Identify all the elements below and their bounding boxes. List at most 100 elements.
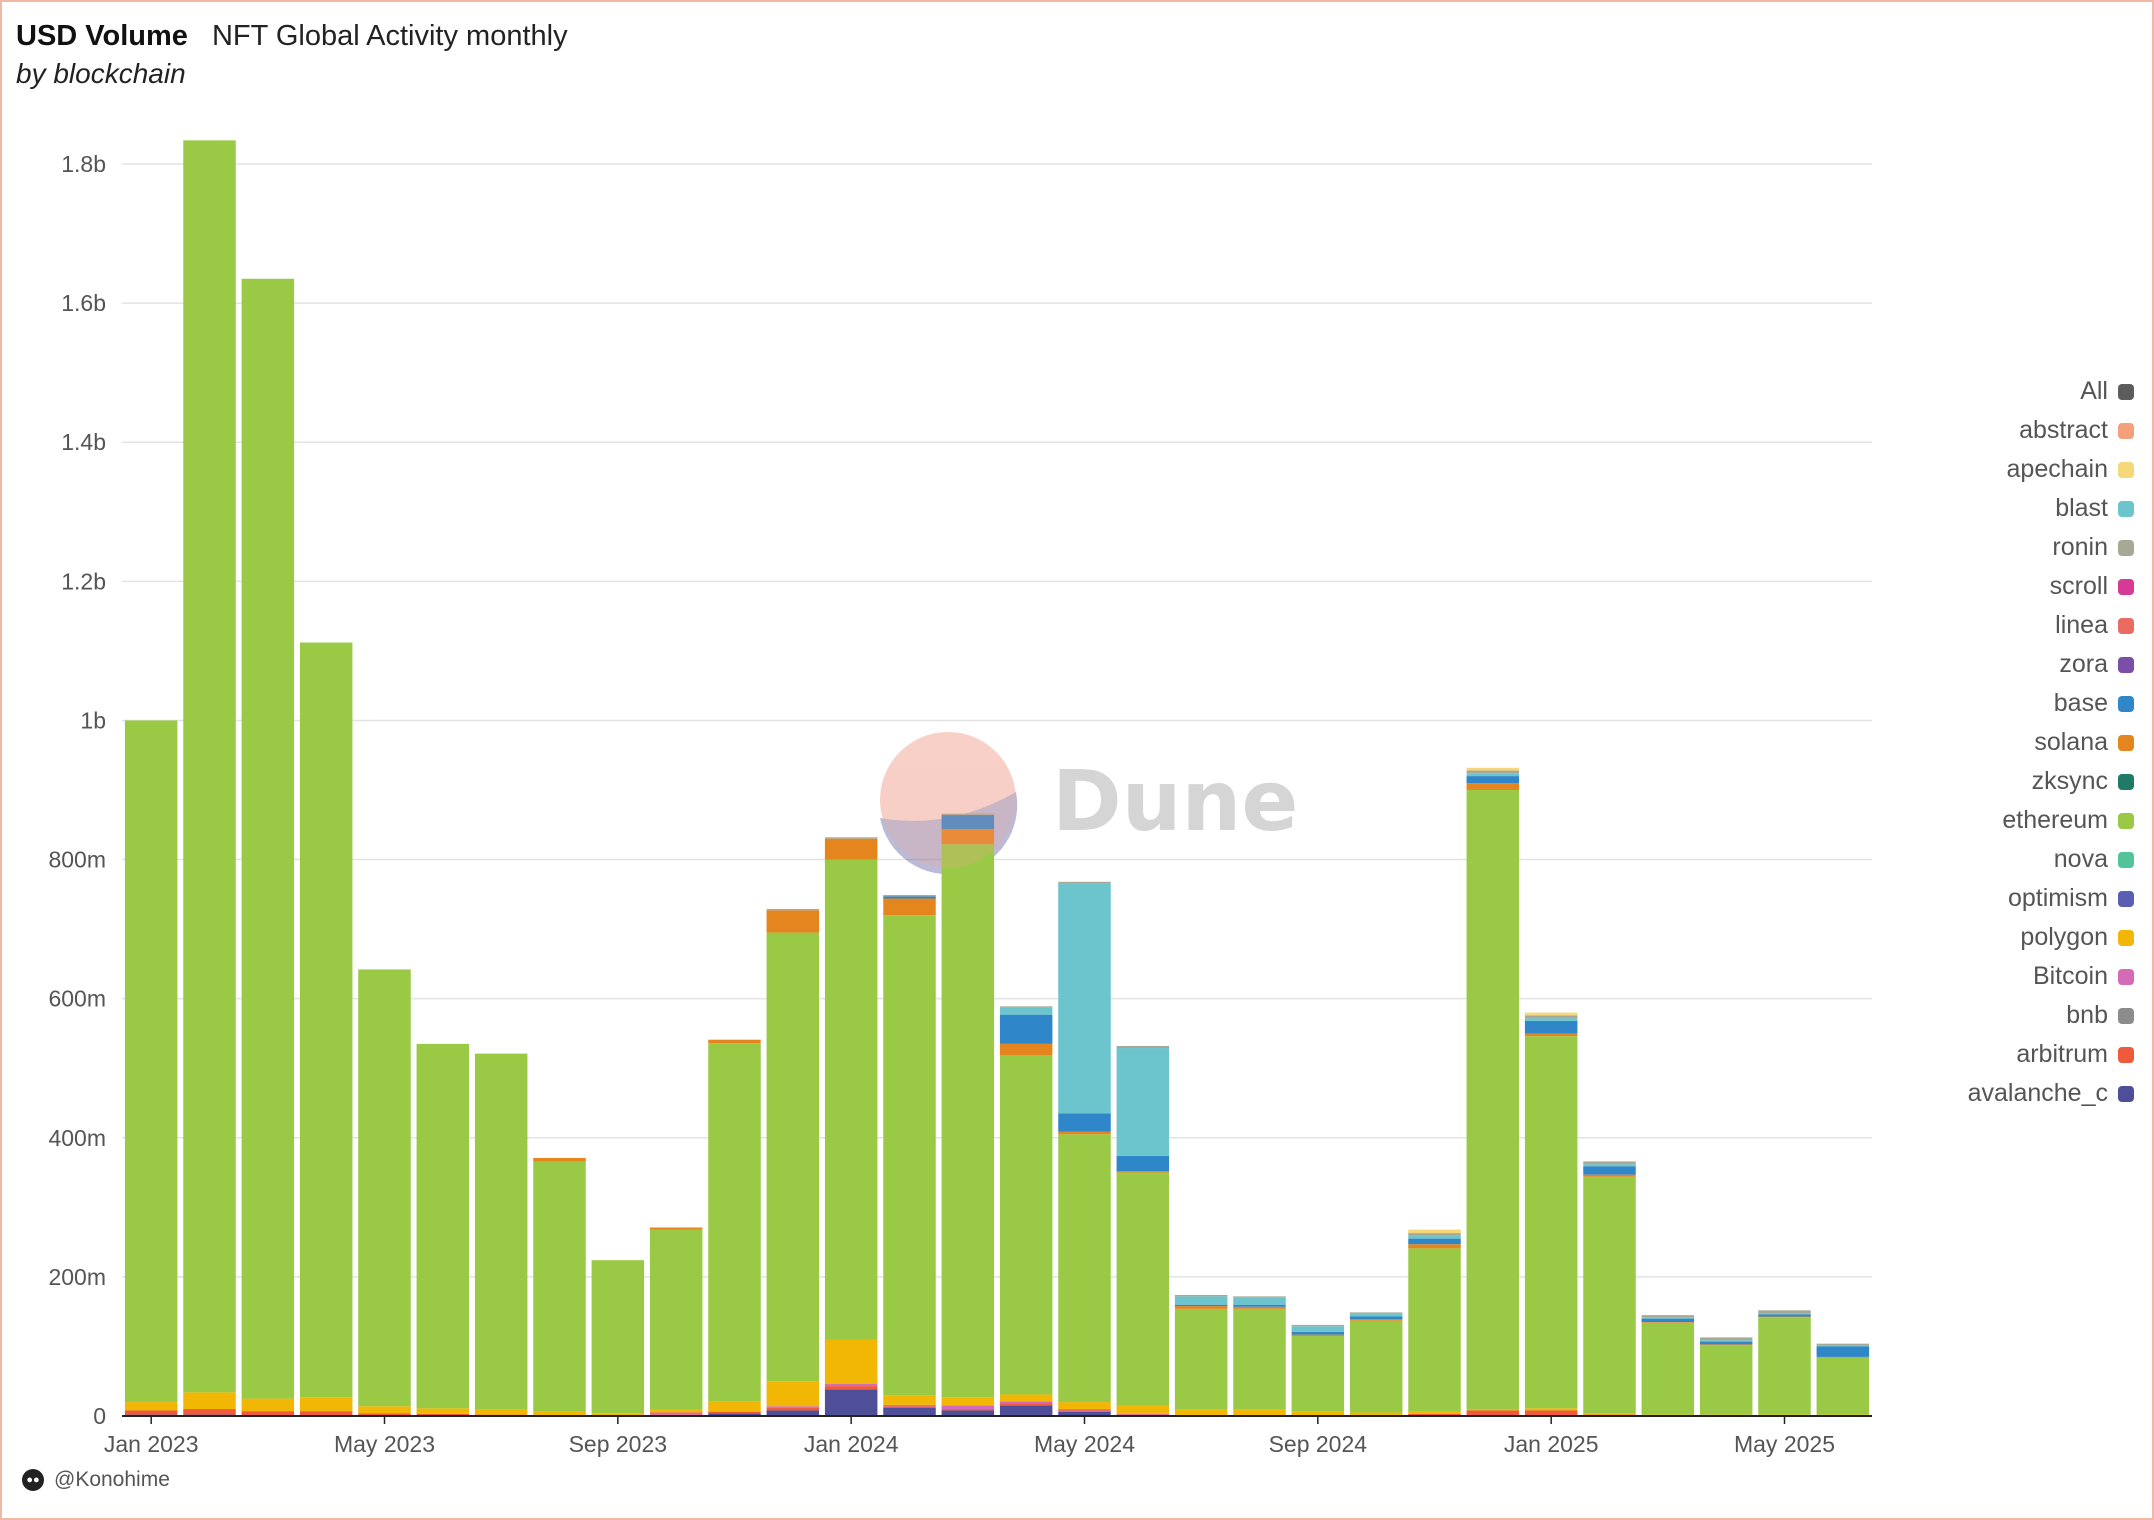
legend-item-blast[interactable]: blast <box>1968 489 2134 528</box>
legend-item-scroll[interactable]: scroll <box>1968 567 2134 606</box>
legend-item-nova[interactable]: nova <box>1968 840 2134 879</box>
bar-segment-solana <box>1583 1174 1636 1177</box>
bar-segment-ronin <box>1816 1343 1870 1346</box>
bar-segment-base <box>1174 1304 1228 1307</box>
legend-item-avalanche_c[interactable]: avalanche_c <box>1968 1074 2134 1113</box>
bar-segment-arbitrum <box>649 1414 703 1416</box>
legend-item-ronin[interactable]: ronin <box>1968 528 2134 567</box>
bar-segment-bitcoin <box>649 1412 703 1415</box>
bar-segment-solana <box>1816 1356 1870 1358</box>
bar-segment-ethereum <box>941 844 995 1398</box>
bar-segment-arbitrum <box>824 1386 878 1390</box>
legend-item-arbitrum[interactable]: arbitrum <box>1968 1035 2134 1074</box>
bar-segment-ronin <box>1408 1233 1461 1236</box>
legend-item-bitcoin[interactable]: Bitcoin <box>1968 957 2134 996</box>
legend-item-base[interactable]: base <box>1968 684 2134 723</box>
x-tick-label: Sep 2023 <box>569 1431 667 1457</box>
bar-segment-bitcoin <box>941 1405 995 1410</box>
legend-item-optimism[interactable]: optimism <box>1968 879 2134 918</box>
x-tick-label: May 2025 <box>1734 1431 1835 1457</box>
legend-swatch <box>2118 773 2134 790</box>
bar-segment-blast <box>1583 1164 1636 1167</box>
legend-swatch <box>2118 734 2134 751</box>
legend-swatch <box>2118 656 2134 673</box>
legend-label: All <box>2080 377 2108 405</box>
bar-segment-polygon <box>299 1397 353 1412</box>
bar-segment-ronin <box>1116 1045 1170 1049</box>
legend-item-all[interactable]: All <box>1968 372 2134 411</box>
legend-label: scroll <box>2049 572 2108 600</box>
bar-segment-blast <box>1349 1313 1403 1317</box>
bar-segment-polygon <box>183 1392 236 1410</box>
bar-segment-arbitrum <box>299 1411 353 1416</box>
author-handle[interactable]: @Konohime <box>54 1468 170 1491</box>
author-avatar-icon: ●● <box>22 1469 44 1491</box>
bar-segment-solana <box>1699 1344 1753 1346</box>
bar-segment-ronin <box>1699 1337 1753 1341</box>
y-tick-label: 1.4b <box>61 429 106 455</box>
legend-item-solana[interactable]: solana <box>1968 723 2134 762</box>
x-tick-label: May 2024 <box>1034 1431 1135 1457</box>
bar-segment-ethereum <box>1058 1134 1111 1403</box>
watermark-text: Dune <box>1052 752 1298 850</box>
bar-segment-solana <box>883 898 936 916</box>
bar-segment-arbitrum <box>941 1409 995 1411</box>
y-tick-label: 1b <box>80 707 106 733</box>
bar-segment-blast <box>1233 1297 1286 1305</box>
bar-segment-solana <box>1291 1334 1345 1337</box>
bar-segment-ethereum <box>1641 1322 1695 1415</box>
bar-segment-bitcoin <box>824 1384 878 1387</box>
chart-subtitle-inline: NFT Global Activity monthly <box>211 20 568 52</box>
legend-swatch <box>2118 890 2134 907</box>
bar-segment-polygon <box>1524 1408 1578 1411</box>
bar-segment-base <box>1583 1166 1636 1175</box>
bar-segment-polygon <box>1758 1414 1811 1416</box>
bar-segment-avalanche_c <box>941 1410 995 1416</box>
bar-segment-bitcoin <box>1058 1409 1111 1411</box>
x-tick-label: Jan 2025 <box>1504 1431 1599 1457</box>
bar-segment-polygon <box>1233 1409 1286 1416</box>
legend-item-bnb[interactable]: bnb <box>1968 996 2134 1035</box>
bar-segment-ronin <box>824 837 878 839</box>
bar-segment-polygon <box>883 1395 936 1405</box>
legend-item-linea[interactable]: linea <box>1968 606 2134 645</box>
legend-swatch <box>2118 695 2134 712</box>
legend-item-zksync[interactable]: zksync <box>1968 762 2134 801</box>
chart-subtitle: by blockchain <box>16 58 186 89</box>
legend-swatch <box>2118 851 2134 868</box>
bar-segment-polygon <box>824 1339 878 1385</box>
bar-segment-ethereum <box>999 1055 1053 1395</box>
bar-segment-ethereum <box>1174 1308 1228 1410</box>
legend-item-zora[interactable]: zora <box>1968 645 2134 684</box>
bar-segment-ethereum <box>1466 790 1520 1410</box>
bar-segment-polygon <box>1641 1414 1695 1416</box>
legend-item-polygon[interactable]: polygon <box>1968 918 2134 957</box>
legend-label: blast <box>2055 494 2108 522</box>
legend-label: linea <box>2055 611 2108 639</box>
bar-segment-base <box>1641 1318 1695 1323</box>
legend-label: ronin <box>2052 533 2108 561</box>
bar-segment-solana <box>999 1043 1053 1056</box>
bar-segment-ethereum <box>241 278 295 1399</box>
bar-segment-solana <box>941 828 995 845</box>
bar-segment-ronin <box>1641 1315 1695 1318</box>
bar-segment-arbitrum <box>708 1411 761 1414</box>
bar-segment-ronin <box>1058 881 1111 884</box>
bar-segment-arbitrum <box>1466 1410 1520 1416</box>
bar-segment-arbitrum <box>358 1413 411 1416</box>
chart-legend: All abstract apechain blast ronin scroll linea… <box>1968 372 2134 1113</box>
bar-segment-arbitrum <box>124 1410 178 1415</box>
legend-swatch <box>2118 812 2134 829</box>
bar-segment-blast <box>1641 1317 1695 1319</box>
bar-segment-ethereum <box>1758 1317 1811 1415</box>
legend-item-ethereum[interactable]: ethereum <box>1968 801 2134 840</box>
legend-item-apechain[interactable]: apechain <box>1968 450 2134 489</box>
bar-segment-base <box>883 896 936 899</box>
legend-label: arbitrum <box>2016 1040 2108 1068</box>
bar-segment-arbitrum <box>1408 1413 1461 1416</box>
bar-segment-avalanche_c <box>708 1413 761 1416</box>
legend-item-abstract[interactable]: abstract <box>1968 411 2134 450</box>
bar-segment-blast <box>1408 1235 1461 1239</box>
bar-segment-avalanche_c <box>1058 1411 1111 1416</box>
bar-segment-polygon <box>1291 1411 1345 1416</box>
